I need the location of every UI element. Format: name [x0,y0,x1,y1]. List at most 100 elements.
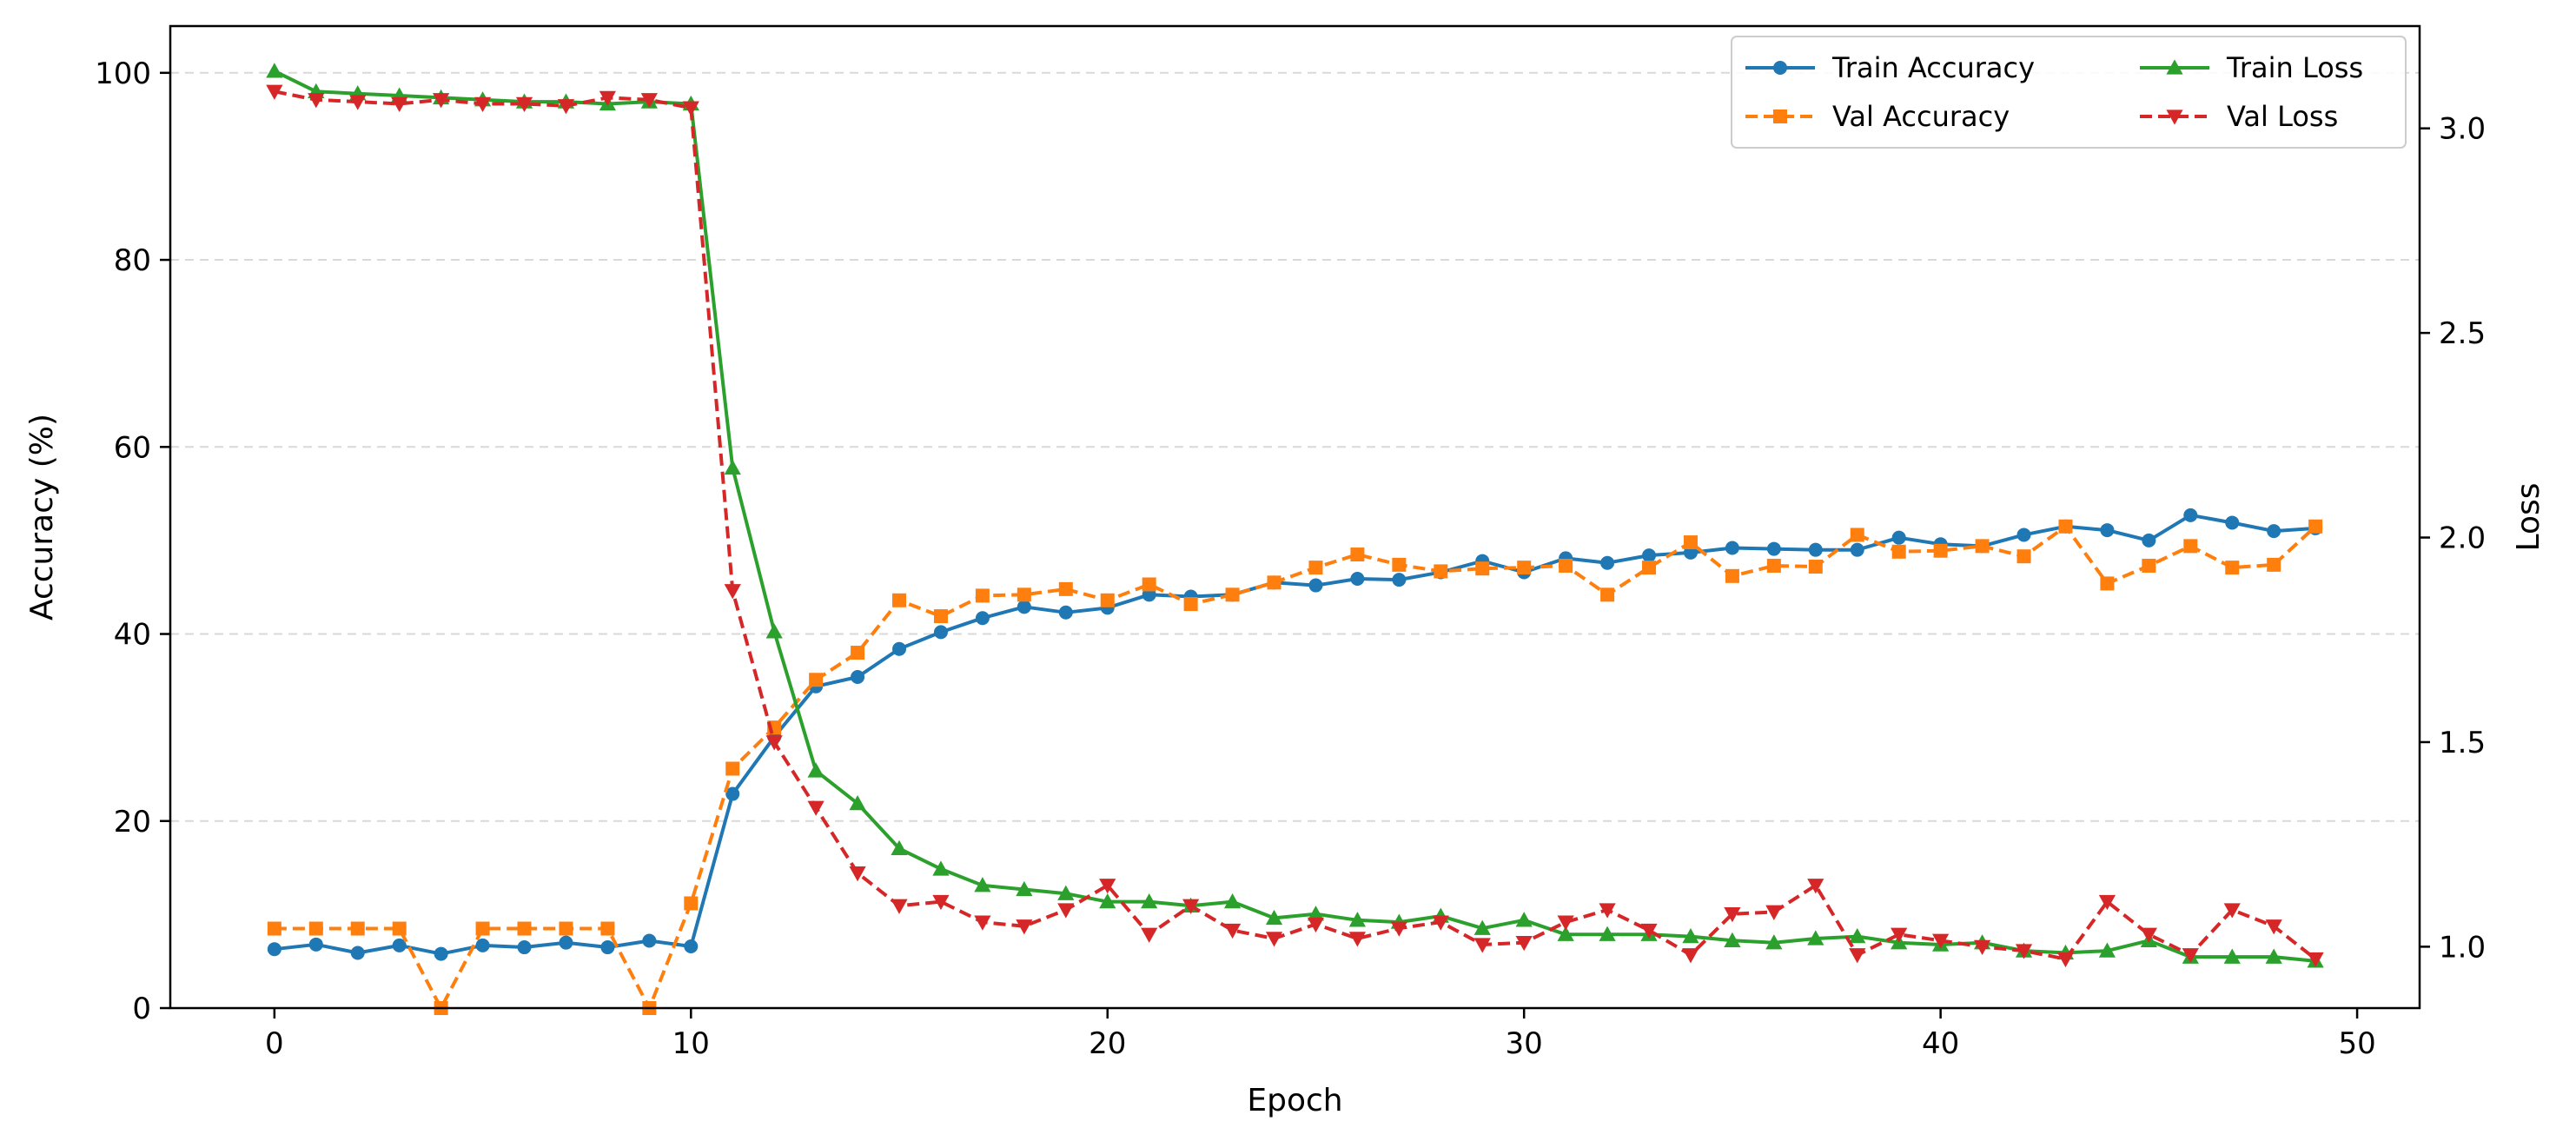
data-point [2100,523,2115,538]
data-point [1891,544,1906,559]
data-point [1016,600,1031,614]
data-point [599,90,617,106]
data-point [1473,938,1491,953]
data-point [1265,909,1283,926]
data-point [2058,519,2073,534]
x-axis-ticks: 0 10 20 30 40 50 [265,1008,2376,1061]
data-point [515,96,533,113]
data-point [765,623,783,639]
data-point [349,95,367,110]
y2-tick-label: 1.0 [2439,930,2486,965]
data-point [1182,899,1200,914]
plot-frame [169,24,2421,1010]
data-point [1808,542,1823,557]
data-point [517,921,532,936]
data-point [1308,578,1323,593]
data-point [2307,952,2324,968]
y-tick-label: 100 [95,56,151,91]
data-point [1267,575,1281,590]
data-point [475,938,490,952]
data-point [350,921,365,936]
data-point [1348,912,1367,927]
data-point [2015,944,2033,959]
data-point [1432,915,1449,931]
data-point [974,915,991,931]
data-point [932,860,950,876]
data-point [1807,879,1824,894]
data-point [1975,539,1990,554]
data-point [2142,533,2156,547]
data-point [1308,561,1323,575]
x-tick-label: 20 [1089,1026,1126,1061]
data-point [974,877,991,893]
data-point [1099,879,1116,894]
y-tick-label: 80 [114,243,151,278]
data-point [266,84,283,100]
data-point [933,625,948,640]
data-point [2225,515,2240,530]
data-point [933,609,948,624]
data-point [1682,948,1699,964]
data-point [1724,907,1741,923]
x-tick-label: 0 [265,1026,284,1061]
series-line [274,524,2317,1010]
data-point [1142,577,1156,592]
y-tick-label: 20 [114,805,151,839]
data-point [1057,885,1075,900]
data-point [308,93,325,109]
data-point [1891,927,1908,943]
series-train-loss [266,63,2324,968]
data-point [851,670,865,685]
data-point [1850,542,1864,557]
data-point [1973,939,1991,955]
x-tick-label: 40 [1922,1026,1959,1061]
data-point [1515,935,1533,952]
data-point [2100,576,2115,591]
series-val-loss [266,84,2324,968]
data-point [1808,560,1823,574]
data-point [1392,557,1407,572]
data-point [1392,573,1407,587]
data-point [1765,934,1783,950]
data-point [2183,539,2198,554]
data-point [1016,587,1031,602]
data-point [308,921,323,936]
data-point [975,611,990,626]
legend-box [1731,36,2407,149]
data-point [267,921,281,936]
data-point [1434,564,1448,579]
y2-axis-title: Loss [2511,483,2546,552]
data-point [2098,942,2116,958]
data-point [2308,519,2323,534]
data-point [1475,561,1490,576]
data-point [1932,933,1950,949]
data-point [1100,593,1115,607]
data-point [851,646,865,660]
data-point [2140,927,2157,943]
data-point [1559,558,1573,573]
data-point [1599,926,1616,941]
data-point [1517,561,1532,575]
legend: Train Accuracy Val Accuracy Train Loss Val … [1731,36,2407,149]
data-point [1265,932,1283,947]
data-point [600,940,615,955]
data-point [642,933,657,948]
x-tick-label: 50 [2338,1026,2375,1061]
data-point [475,921,490,936]
data-point [1600,555,1615,570]
data-point [2223,948,2241,964]
legend-item: Train Accuracy [1745,51,2035,84]
data-point [600,921,615,936]
data-point [1099,893,1116,909]
data-point [1683,535,1698,550]
data-point [2098,894,2116,911]
data-point [1682,928,1699,944]
data-point [1307,906,1325,921]
data-point [1724,932,1741,947]
data-point [1350,572,1365,587]
data-point [1642,561,1657,575]
data-point [1058,581,1073,596]
data-point [891,839,908,856]
